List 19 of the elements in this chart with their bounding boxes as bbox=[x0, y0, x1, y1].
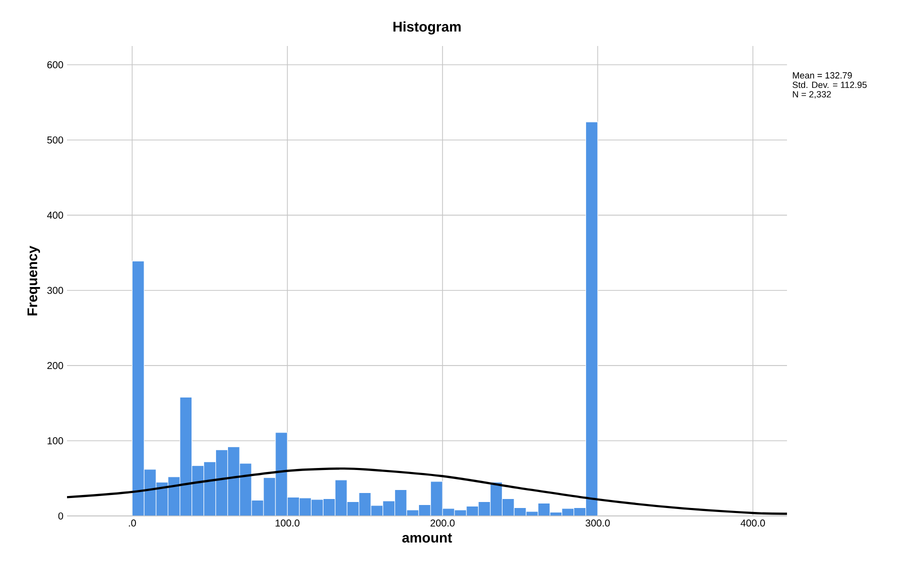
y-tick-label: 500 bbox=[47, 136, 64, 144]
chart-title: Histogram bbox=[393, 21, 461, 34]
y-tick-label: 200 bbox=[47, 362, 64, 370]
text: N = 2,332 bbox=[792, 91, 831, 99]
y-axis-title: Frequency bbox=[28, 246, 40, 316]
x-tick-label: 300.0 bbox=[586, 520, 610, 527]
text: Mean = 132.79 bbox=[792, 72, 852, 79]
y-tick-label: 0 bbox=[58, 512, 64, 520]
x-tick-label: 200.0 bbox=[430, 520, 455, 527]
line-series bbox=[67, 467, 788, 515]
y-tick-label: 300 bbox=[47, 286, 64, 294]
y-tick-label: 400 bbox=[47, 212, 64, 219]
text: Std. Dev. = 112.95 bbox=[792, 81, 867, 88]
y-tick-label: 600 bbox=[47, 61, 64, 68]
x-axis-title: amount bbox=[402, 533, 452, 543]
x-tick-label: 100.0 bbox=[276, 520, 300, 527]
x-tick-label: 400.0 bbox=[740, 520, 765, 527]
x-tick-label: .0 bbox=[128, 520, 136, 527]
y-tick-label: 100 bbox=[48, 437, 64, 444]
